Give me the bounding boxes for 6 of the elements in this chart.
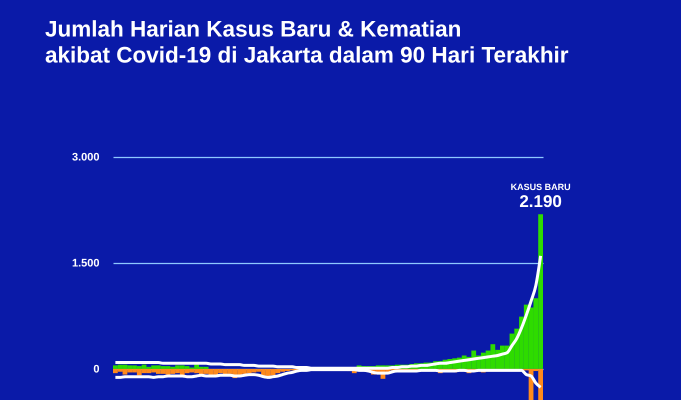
y-tick-label: 1.500 — [72, 257, 100, 270]
y-tick-label: 0 — [93, 363, 100, 376]
chart-title: Jumlah Harian Kasus Baru & Kematian akibat Covid-19 di Jakarta dalam 90 Hari Terakhir — [45, 16, 569, 68]
data-label: 2.190 — [519, 192, 562, 212]
y-tick-label: 3.000 — [72, 152, 100, 164]
annotation: KASUS BARU — [510, 182, 571, 192]
